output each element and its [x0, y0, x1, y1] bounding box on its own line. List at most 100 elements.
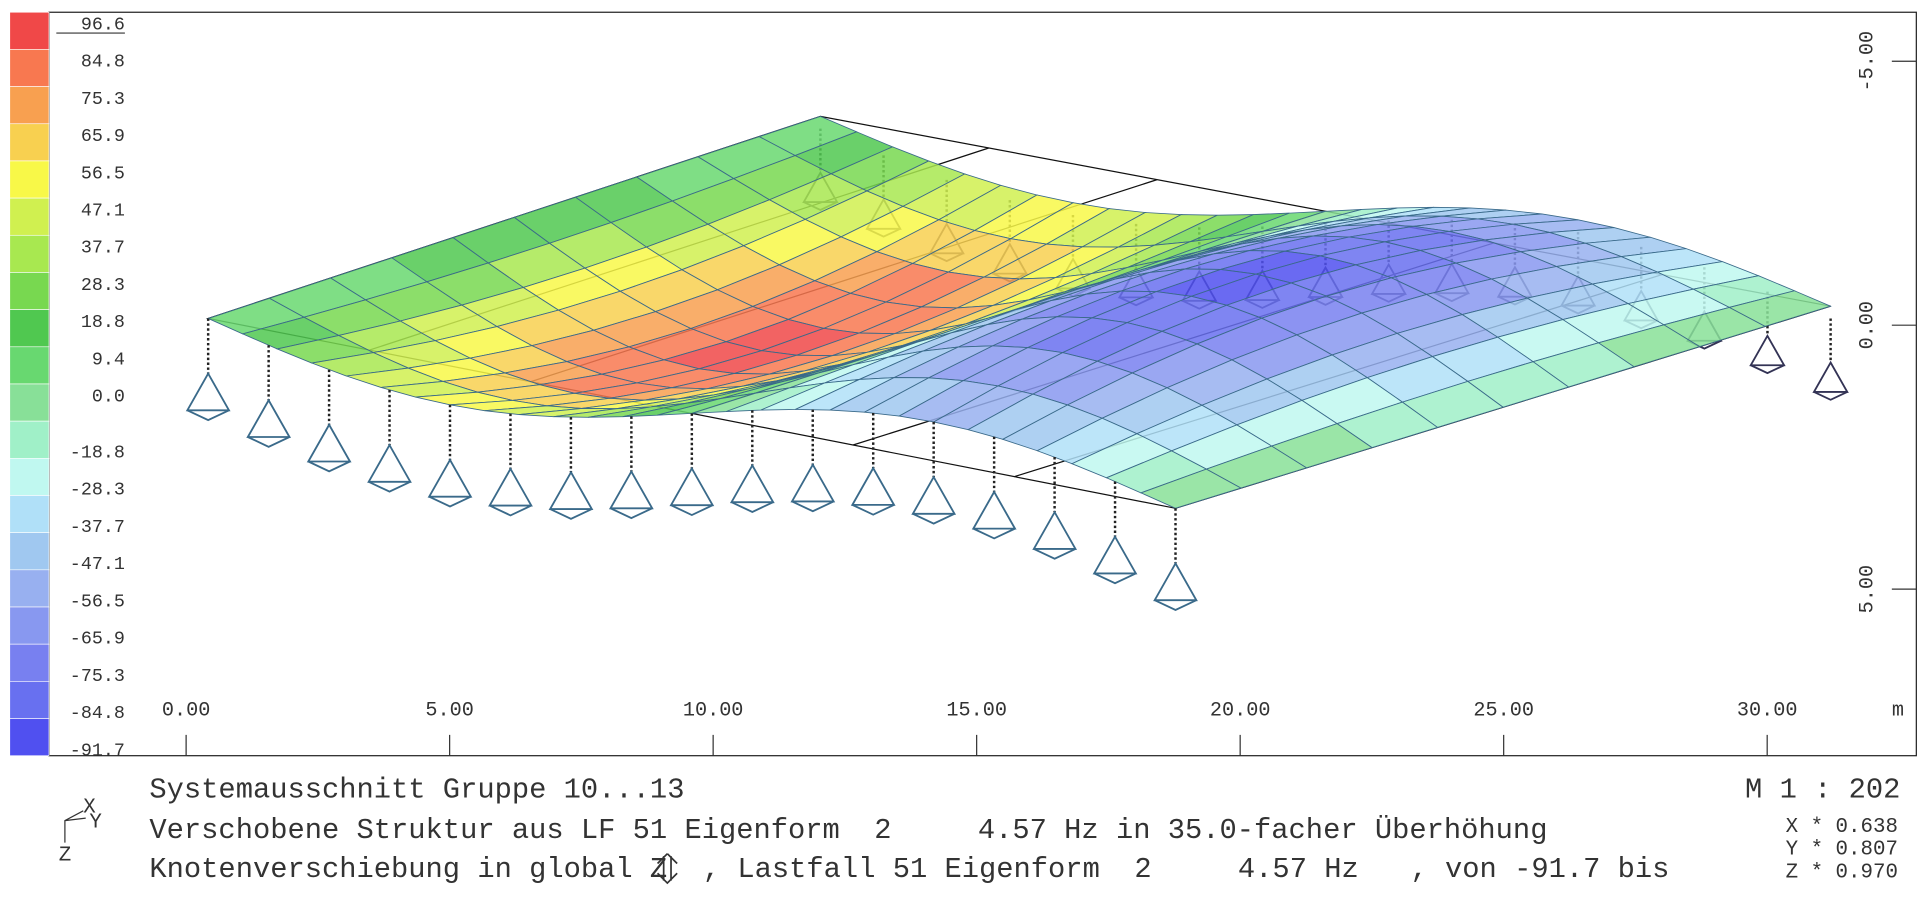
- legend-swatch: [9, 197, 50, 236]
- support-base: [670, 504, 714, 517]
- support: [1092, 534, 1138, 575]
- legend-label: -91.7: [70, 740, 125, 761]
- y-tick-label: 5.00: [1857, 565, 1880, 613]
- footer-line: Verschobene Struktur aus LF 51 Eigenform…: [149, 814, 1547, 847]
- legend-label: 56.5: [81, 163, 125, 184]
- legend-swatch: [9, 420, 50, 459]
- support-base: [1750, 364, 1785, 375]
- legend-swatch: [9, 49, 50, 87]
- scale-factor: Y * 0.807: [1786, 838, 1898, 861]
- legend-swatch: [9, 123, 50, 162]
- support-base: [851, 504, 895, 516]
- legend-label: 65.9: [81, 126, 125, 147]
- legend-swatch: [9, 681, 50, 719]
- annotations: 96.6 84.8 75.3 65.9 56.5 47.1 37.7 28.3 18.8 9.4 0…: [9, 11, 1917, 761]
- legend-swatch: [9, 346, 50, 385]
- support: [1812, 360, 1849, 393]
- support-base: [307, 460, 351, 473]
- support: [790, 462, 836, 503]
- x-tick-label: 10.00: [683, 700, 744, 723]
- legend-label: -37.7: [70, 517, 125, 538]
- legend-swatch: [9, 86, 50, 125]
- support: [971, 490, 1017, 530]
- support: [548, 470, 594, 510]
- legend-label: 47.1: [81, 201, 125, 222]
- legend-label: 75.3: [81, 89, 125, 110]
- support: [1749, 333, 1786, 367]
- x-tick-label: 5.00: [425, 700, 473, 723]
- footer-line: , Lastfall 51 Eigenform 2 4.57 Hz , von …: [703, 853, 1670, 886]
- structure: [185, 115, 1849, 611]
- support-base: [972, 527, 1016, 540]
- legend-label: 0.0: [92, 387, 125, 408]
- support-base: [912, 512, 955, 525]
- support-base: [610, 507, 653, 520]
- legend-label: 37.7: [81, 238, 125, 259]
- axis-icon-label: X: [83, 797, 96, 820]
- legend-label: -47.1: [70, 554, 125, 575]
- x-tick-label: 25.00: [1473, 700, 1534, 723]
- legend-swatch: [9, 160, 50, 199]
- legend-swatch: [9, 383, 50, 422]
- footer-line: Knotenverschiebung in global Z: [149, 853, 667, 886]
- x-tick-label: 15.00: [946, 700, 1007, 723]
- x-unit: m: [1892, 700, 1904, 723]
- support: [488, 466, 533, 507]
- legend-swatch: [9, 495, 50, 533]
- support-base: [1813, 391, 1848, 401]
- support: [1153, 561, 1198, 602]
- x-tick-label: 30.00: [1737, 700, 1798, 723]
- legend-swatch: [9, 272, 50, 310]
- support-base: [186, 409, 230, 422]
- support: [246, 398, 292, 438]
- support-base: [247, 436, 290, 448]
- legend-label: -56.5: [70, 591, 125, 612]
- legend-label: 9.4: [92, 349, 125, 370]
- legend-swatch: [9, 718, 50, 757]
- legend-swatch: [9, 643, 50, 682]
- y-tick-label: 0.00: [1857, 301, 1880, 349]
- axis-icon: [64, 810, 86, 843]
- scale-factor: X * 0.638: [1786, 816, 1898, 839]
- support-base: [549, 508, 593, 520]
- legend-label: -84.8: [70, 703, 125, 724]
- legend-label: 96.6: [81, 14, 125, 35]
- legend-swatch: [9, 11, 50, 50]
- legend-label: -18.8: [70, 443, 125, 464]
- support: [850, 466, 896, 506]
- support: [729, 463, 775, 504]
- scale-factor: Z * 0.970: [1786, 862, 1898, 885]
- support: [306, 422, 352, 463]
- support: [185, 371, 231, 412]
- support: [367, 443, 412, 483]
- support-base: [428, 495, 472, 508]
- legend-swatch: [9, 606, 50, 645]
- x-tick-label: 20.00: [1210, 700, 1271, 723]
- support: [427, 458, 473, 498]
- legend-swatch: [9, 532, 50, 571]
- legend-label: 84.8: [81, 52, 125, 73]
- support-base: [1154, 599, 1197, 611]
- legend-label: 18.8: [81, 312, 125, 333]
- legend-label: 28.3: [81, 275, 125, 296]
- scale: M 1 : 202: [1745, 774, 1900, 807]
- legend-swatch: [9, 458, 50, 496]
- support: [1032, 510, 1078, 550]
- axis-icon-label: Y: [89, 811, 102, 834]
- support-base: [368, 481, 411, 493]
- legend-label: -28.3: [70, 480, 125, 501]
- legend-swatch: [9, 569, 50, 608]
- support: [669, 466, 715, 507]
- support: [608, 469, 654, 510]
- legend-label: -75.3: [70, 666, 125, 687]
- support-base: [1093, 572, 1137, 585]
- support-base: [791, 500, 835, 513]
- legend-swatch: [9, 309, 50, 348]
- support: [911, 475, 957, 515]
- axis-icon-label: Z: [59, 844, 71, 867]
- legend-label: -65.9: [70, 629, 125, 650]
- footer-line: Systemausschnitt Gruppe 10...13: [149, 774, 684, 807]
- direction-icon: [656, 853, 678, 885]
- support-base: [489, 504, 532, 517]
